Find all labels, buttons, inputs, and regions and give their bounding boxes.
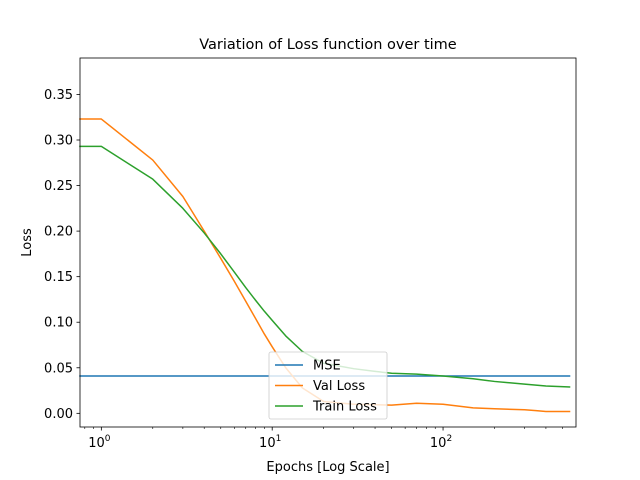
x-tick-label: 101	[259, 434, 281, 451]
y-tick-label: 0.30	[44, 134, 73, 149]
y-tick-label: 0.05	[44, 361, 73, 376]
plot-frame	[79, 57, 577, 428]
y-tick-label: 0.20	[44, 225, 73, 240]
y-tick-label: 0.00	[44, 407, 73, 422]
x-tick-label: 102	[430, 434, 452, 451]
y-tick-label: 0.10	[44, 316, 73, 331]
legend-label: Val Loss	[313, 379, 365, 394]
y-tick-label: 0.25	[44, 179, 73, 194]
x-tick-label: 100	[88, 434, 111, 451]
y-axis-label: Loss	[20, 228, 35, 257]
chart-title: Variation of Loss function over time	[199, 37, 457, 53]
x-axis-label: Epochs [Log Scale]	[266, 460, 389, 475]
legend-label: MSE	[313, 359, 341, 374]
legend-label: Train Loss	[312, 400, 377, 415]
series-line-train-loss	[79, 145, 571, 388]
legend: MSE Val Loss Train Loss	[268, 351, 388, 420]
y-tick-label: 0.35	[44, 88, 73, 103]
axes-layer: 0.00 0.05 0.10 0.15 0.20 0.25 0.30 0.35 100 101 10…	[44, 88, 563, 451]
legend-box	[268, 351, 388, 420]
y-tick-label: 0.15	[44, 270, 73, 285]
